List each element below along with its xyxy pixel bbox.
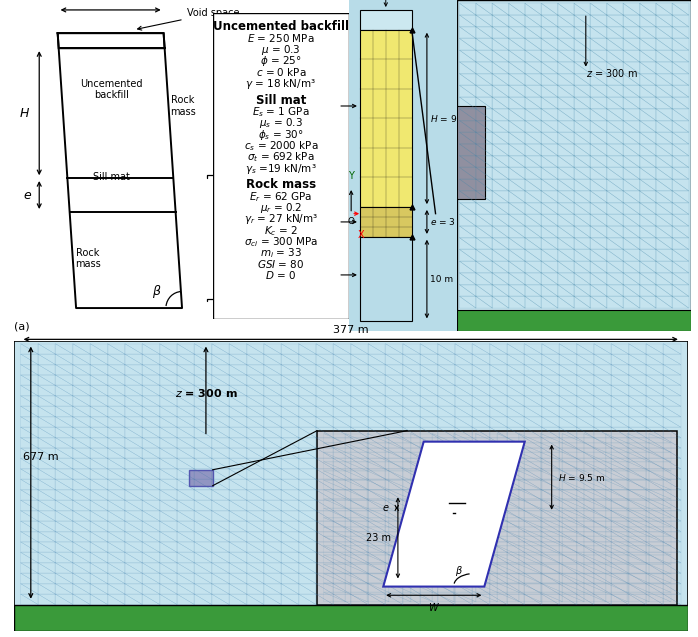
Text: Upper stope: Upper stope: [230, 101, 290, 111]
Text: $\sigma_t$ = 692 kPa: $\sigma_t$ = 692 kPa: [247, 150, 315, 164]
Bar: [189, 469, 213, 485]
Text: $z$ = 300 m: $z$ = 300 m: [174, 387, 237, 399]
Text: O: O: [348, 217, 355, 226]
Text: (a): (a): [14, 321, 29, 331]
Text: Void space: Void space: [138, 8, 239, 30]
Text: Sill mat: Sill mat: [255, 94, 306, 107]
Text: $E_r$ = 62 GPa: $E_r$ = 62 GPa: [249, 190, 313, 204]
Bar: [14, 605, 688, 631]
Polygon shape: [383, 441, 525, 587]
Bar: [457, 106, 485, 199]
Bar: [360, 10, 412, 30]
Text: $K_c$ = 2: $K_c$ = 2: [264, 224, 298, 238]
Text: $H$ = 9.5 m: $H$ = 9.5 m: [558, 471, 606, 483]
Text: 0.5 m void space: 0.5 m void space: [350, 0, 422, 6]
Text: $E_s$ = 1 GPa: $E_s$ = 1 GPa: [252, 105, 310, 119]
Bar: [360, 237, 412, 321]
Text: $\gamma_s$ =19 kN/m³: $\gamma_s$ =19 kN/m³: [245, 162, 317, 176]
Text: Underlying stope
being excavated: Underlying stope being excavated: [230, 243, 314, 264]
Text: Uncemented
backfill: Uncemented backfill: [80, 78, 143, 100]
Text: $GSI$ = 80: $GSI$ = 80: [258, 257, 304, 269]
Text: $\beta$: $\beta$: [152, 283, 161, 300]
Text: Sill mat: Sill mat: [94, 172, 131, 182]
Text: $z$ = 300 m: $z$ = 300 m: [586, 67, 638, 79]
Text: $H$ = 9.5 m: $H$ = 9.5 m: [430, 113, 477, 124]
Text: $\gamma_r$ = 27 kN/m³: $\gamma_r$ = 27 kN/m³: [244, 212, 318, 226]
Text: Rock
mass: Rock mass: [170, 95, 196, 117]
Text: $m_i$ = 33: $m_i$ = 33: [260, 247, 302, 260]
Text: 23 m: 23 m: [366, 533, 391, 543]
Text: $H$: $H$: [19, 106, 30, 120]
Text: $D$ = 0: $D$ = 0: [265, 269, 297, 281]
Text: $W$: $W$: [103, 0, 118, 3]
Text: Uncemented backfill: Uncemented backfill: [213, 20, 349, 33]
Text: $c$ = 0 kPa: $c$ = 0 kPa: [255, 66, 306, 78]
Text: $e$: $e$: [383, 503, 390, 513]
Text: Rock mass: Rock mass: [246, 178, 316, 192]
Text: $\mu$ = 0.3: $\mu$ = 0.3: [261, 43, 301, 57]
Polygon shape: [58, 33, 165, 48]
Text: $\mu_r$ = 0.2: $\mu_r$ = 0.2: [260, 201, 302, 215]
Text: $e$ = 3 m: $e$ = 3 m: [430, 217, 468, 227]
Text: 377 m: 377 m: [333, 325, 369, 335]
Text: Rock
mass: Rock mass: [75, 248, 101, 269]
Text: Y: Y: [348, 171, 354, 180]
Text: 10 m: 10 m: [430, 275, 453, 283]
Text: $W$: $W$: [428, 601, 440, 613]
Text: X: X: [357, 230, 364, 240]
Text: $\sigma_{ci}$ = 300 MPa: $\sigma_{ci}$ = 300 MPa: [244, 235, 318, 249]
Text: $\mu_s$ = 0.3: $\mu_s$ = 0.3: [259, 117, 303, 131]
Text: $e$: $e$: [23, 189, 32, 201]
Text: $\beta$: $\beta$: [455, 564, 463, 578]
Bar: [457, 310, 691, 331]
Text: $c_s$ = 2000 kPa: $c_s$ = 2000 kPa: [244, 139, 318, 153]
Text: $\phi_s$ = 30°: $\phi_s$ = 30°: [258, 127, 304, 141]
Bar: [317, 431, 678, 605]
Bar: [360, 30, 412, 207]
Bar: [360, 207, 412, 237]
Text: $\phi$ = 25°: $\phi$ = 25°: [260, 54, 302, 68]
Text: 677 m: 677 m: [23, 452, 59, 462]
Text: $\gamma$ = 18 kN/m³: $\gamma$ = 18 kN/m³: [246, 77, 316, 91]
Text: $E$ = 250 MPa: $E$ = 250 MPa: [247, 32, 315, 44]
Text: $W/2$ = 3 m: $W/2$ = 3 m: [361, 354, 410, 366]
